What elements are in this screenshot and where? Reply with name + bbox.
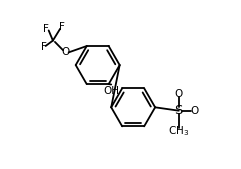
Text: O: O (175, 89, 183, 99)
Text: CH$_3$: CH$_3$ (168, 124, 189, 138)
Text: F: F (59, 22, 65, 32)
Text: F: F (41, 42, 47, 52)
Text: OH: OH (103, 86, 119, 96)
Text: S: S (175, 104, 183, 117)
Text: O: O (61, 46, 70, 57)
Text: O: O (190, 106, 198, 116)
Text: F: F (43, 24, 49, 34)
